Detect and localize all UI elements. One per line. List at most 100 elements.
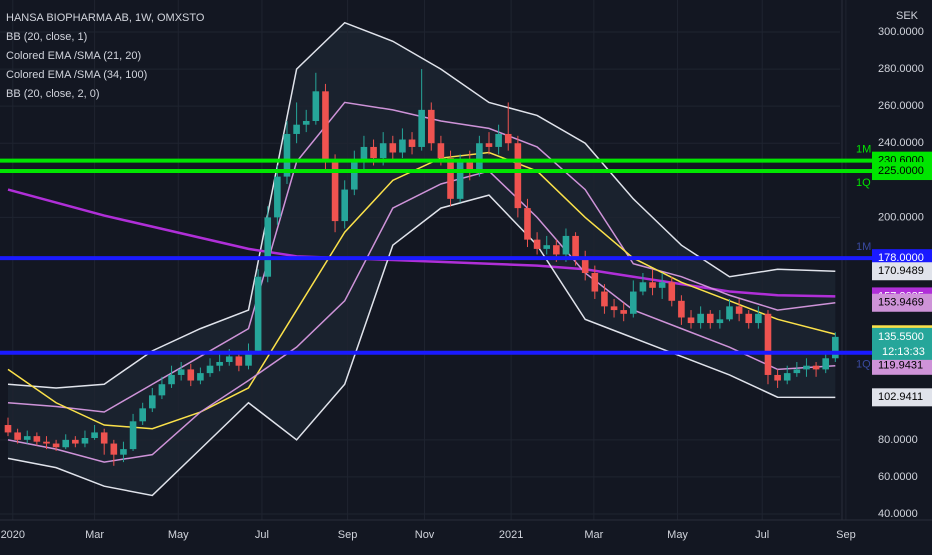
candle-body [302, 120, 310, 125]
price-tag-label: 102.9411 [878, 391, 923, 403]
legend: HANSA BIOPHARMA AB, 1W, OMXSTO BB (20, c… [6, 12, 205, 100]
price-tag [872, 262, 932, 281]
candle-body [495, 133, 502, 147]
x-tick-label: Jul [755, 529, 769, 541]
x-tick-label: Mar [584, 529, 603, 541]
y-tick-label: 300.0000 [878, 26, 924, 38]
candle-body [456, 161, 464, 199]
candle-body [803, 365, 810, 370]
candle-body [745, 313, 753, 324]
candle-body [274, 176, 281, 218]
candle-body [466, 161, 474, 172]
candle-body [177, 369, 185, 375]
candle-body [630, 291, 637, 314]
candle-body [399, 139, 406, 153]
candle-body [658, 282, 666, 288]
candle-body [389, 143, 397, 153]
indicator-label: BB (20, close, 1) [6, 31, 87, 43]
candle-body [572, 235, 579, 259]
candle-body [793, 369, 801, 374]
candle-body [225, 356, 233, 362]
price-tag-label: 225.0000 [878, 165, 924, 177]
price-tag-label: 170.9489 [878, 265, 924, 277]
x-tick-label: Mar [85, 529, 104, 541]
y-tick-label: 280.0000 [878, 63, 924, 75]
candle-body [601, 291, 608, 307]
x-tick-label: Sep [836, 529, 856, 541]
candle-body [697, 313, 704, 324]
y-tick-label: 260.0000 [878, 100, 924, 112]
candle-body [678, 300, 685, 318]
candle-body [62, 439, 70, 448]
candle-body [360, 146, 368, 162]
indicator-line [7, 194, 836, 497]
candle-body [72, 439, 79, 444]
candle-body [168, 374, 175, 385]
candle-body [379, 143, 387, 159]
candle-body [216, 361, 223, 366]
chart-title: HANSA BIOPHARMA AB, 1W, OMXSTO [6, 12, 205, 24]
candle-body [812, 365, 820, 370]
y-tick-label: 40.0000 [878, 508, 918, 520]
candle-body [283, 133, 291, 177]
candle-body [370, 146, 377, 159]
line-tag: 1M [856, 241, 871, 253]
candle-body [485, 143, 493, 147]
price-tag-label: 153.9469 [878, 297, 924, 309]
candle-body [822, 358, 829, 370]
candle-body [197, 373, 204, 381]
candle-body [158, 384, 166, 396]
x-tick-label: Nov [415, 529, 435, 541]
candle-body [476, 143, 483, 172]
x-tick-label: 2020 [1, 529, 25, 541]
candle-body [408, 139, 416, 147]
candle-body [764, 313, 772, 375]
x-tick-label: May [667, 529, 688, 541]
x-tick-label: 2021 [499, 529, 523, 541]
price-tag-label: 178.0000 [878, 252, 924, 264]
candle-body [312, 91, 320, 121]
line-tag: 1Q [856, 177, 871, 189]
price-tag-label: 119.9431 [878, 360, 923, 372]
currency-label: SEK [896, 10, 919, 22]
candle-body [639, 282, 647, 292]
x-tick-label: Sep [338, 529, 358, 541]
candle-body [524, 208, 531, 240]
candle-body [149, 395, 156, 409]
candle-body [52, 443, 60, 448]
x-tick-label: May [168, 529, 189, 541]
candle-body [504, 133, 512, 144]
candle-body [254, 276, 262, 351]
candle-body [649, 282, 656, 288]
candle-body [783, 373, 791, 381]
candle-body [755, 313, 762, 324]
candle-body [322, 91, 329, 162]
candle-body [610, 306, 618, 311]
indicator-line [7, 101, 836, 413]
candle-body [14, 432, 21, 440]
candle-body [437, 143, 445, 159]
price-tag [872, 293, 932, 312]
candle-body [832, 336, 839, 359]
candle-body [264, 217, 272, 277]
candle-body [735, 306, 743, 314]
candle-body [620, 310, 627, 314]
candle-body [91, 432, 98, 438]
candle-body [110, 443, 118, 455]
y-tick-label: 200.0000 [878, 211, 924, 223]
candle-body [4, 425, 12, 433]
candle-body [351, 161, 358, 190]
band-fill [8, 22, 836, 496]
candle-body [33, 436, 41, 442]
countdown-label: 12:13:33 [882, 346, 925, 358]
candle-body [206, 365, 214, 374]
indicator-label: Colored EMA /SMA (34, 100) [6, 69, 147, 81]
candle-body [668, 282, 676, 301]
candle-body [293, 124, 300, 134]
y-tick-label: 80.0000 [878, 434, 918, 446]
price-tag [872, 162, 932, 181]
candle-body [43, 441, 50, 444]
indicator-label: BB (20, close, 2, 0) [6, 88, 100, 100]
candle-body [418, 109, 425, 147]
